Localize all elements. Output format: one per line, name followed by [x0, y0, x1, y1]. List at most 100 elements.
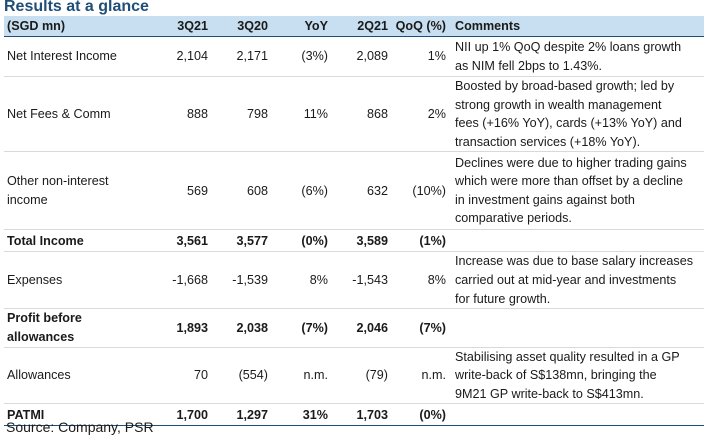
comment-line: Declines were due to higher trading gain… [455, 155, 687, 170]
value-2q21: 3,589 [356, 233, 388, 248]
page-title: Results at a glance [4, 0, 149, 15]
value-2q21: 1,703 [356, 407, 388, 422]
results-table: (SGD mn) 3Q21 3Q20 YoY 2Q21 QoQ (%) Comm… [4, 16, 704, 426]
row-label-line: Allowances [7, 368, 71, 383]
value-2q21: 2,089 [356, 49, 388, 64]
value-3q21: 2,104 [176, 49, 208, 64]
row-label: Profit before allowances [4, 309, 154, 347]
row-comment [452, 309, 704, 347]
value-3q21: 70 [193, 368, 208, 383]
header-3q21: 3Q21 [154, 16, 214, 37]
row-comment: Declines were due to higher trading gain… [452, 152, 704, 230]
value-yoy: (6%) [301, 183, 328, 198]
value-3q20: 2,171 [236, 49, 268, 64]
comment-line: Stabilising asset quality resulted in a … [455, 349, 680, 364]
value-3q20: 798 [246, 106, 268, 121]
value-yoy: 11% [303, 106, 328, 121]
value-3q21: 3,561 [176, 233, 208, 248]
row-comment: Stabilising asset quality resulted in a … [452, 347, 704, 404]
comment-line: carried out at mid-year and investments [455, 273, 677, 288]
value-qoq: 8% [427, 273, 446, 288]
value-yoy: n.m. [303, 368, 329, 383]
row-label-line: allowances [7, 329, 75, 344]
row-comment [452, 404, 704, 426]
row-label: Expenses [4, 252, 154, 309]
row-label: Other non-interest income [4, 152, 154, 230]
value-2q21: 868 [366, 106, 388, 121]
comment-line: which were more than offset by a decline [455, 174, 683, 189]
row-comment: NII up 1% QoQ despite 2% loans growth as … [452, 37, 704, 77]
value-3q20: 3,577 [236, 233, 268, 248]
value-qoq: 2% [427, 106, 446, 121]
header-qoq: QoQ (%) [394, 16, 452, 37]
header-2q21: 2Q21 [334, 16, 394, 37]
comment-line: as NIM fell 2bps to 1.43%. [455, 58, 602, 73]
row-label: PATMI [4, 404, 154, 426]
comment-line: Increase was due to base salary increase… [455, 254, 694, 269]
value-3q21: 569 [186, 183, 208, 198]
row-label: Net Fees & Comm [4, 77, 154, 152]
comment-line: comparative periods. [455, 211, 572, 226]
table-row: Net Interest Income 2,104 2,171 (3%) 2,089 1%… [4, 37, 704, 77]
value-2q21: -1,543 [352, 273, 388, 288]
table-header-row: (SGD mn) 3Q21 3Q20 YoY 2Q21 QoQ (%) Comm… [4, 16, 704, 37]
row-comment: Increase was due to base salary increase… [452, 252, 704, 309]
value-2q21: 2,046 [356, 320, 388, 335]
table-row: Net Fees & Comm 888 798 11% 868 2% Boosted by … [4, 77, 704, 152]
row-comment: Boosted by broad-based growth; led by str… [452, 77, 704, 152]
table-row: Allowances 70 (554) n.m. (79) n.m. Stabilising… [4, 347, 704, 404]
value-3q21: 1,700 [176, 407, 208, 422]
value-3q21: -1,668 [172, 273, 208, 288]
row-label-line: Other non-interest [7, 174, 109, 189]
comment-line: strong growth in wealth management [455, 97, 662, 112]
value-qoq: (10%) [412, 183, 446, 198]
row-label: Net Interest Income [4, 37, 154, 77]
value-2q21: 632 [366, 183, 388, 198]
row-label-line: Net Interest Income [7, 49, 117, 64]
table-row: Profit before allowances 1,893 2,038 (7%) 2,0… [4, 309, 704, 348]
source-note: Source: Company, PSR [6, 419, 154, 435]
table-row: PATMI 1,700 1,297 31% 1,703 (0%) [4, 404, 704, 426]
row-label-line: Expenses [7, 273, 63, 288]
value-qoq: (1%) [419, 233, 446, 248]
row-label-line: income [7, 192, 48, 207]
value-qoq: (7%) [419, 320, 446, 335]
value-3q21: 888 [186, 106, 208, 121]
row-label-line: Total Income [7, 233, 84, 248]
comment-line: Boosted by broad-based growth; led by [455, 79, 675, 93]
value-3q20: 608 [246, 183, 268, 198]
row-label-line: Net Fees & Comm [7, 106, 111, 121]
table-row: Expenses -1,668 -1,539 8% -1,543 8% Increase w… [4, 252, 704, 309]
comment-line: NII up 1% QoQ despite 2% loans growth [455, 39, 682, 54]
header-comments: Comments [452, 16, 704, 37]
table-row: Other non-interest income 569 608 (6%) 632 (10… [4, 152, 704, 230]
comment-line: fees (+16% YoY), cards (+13% YoY) and [455, 116, 682, 131]
comment-line: 9M21 GP write-back to S$413mn. [455, 386, 644, 401]
comment-line: in investment gains against both [455, 192, 635, 207]
header-metric: (SGD mn) [4, 16, 154, 37]
value-3q20: -1,539 [232, 273, 268, 288]
value-2q21: (79) [365, 368, 388, 383]
header-yoy: YoY [274, 16, 334, 37]
value-yoy: (3%) [301, 49, 328, 64]
value-qoq: n.m. [421, 368, 447, 383]
row-label-line: Profit before [7, 311, 82, 326]
value-qoq: 1% [427, 49, 446, 64]
row-label-line: PATMI [7, 407, 45, 422]
value-yoy: (7%) [301, 320, 328, 335]
row-label: Total Income [4, 230, 154, 252]
value-3q20: (554) [238, 368, 268, 383]
comment-line: write-back of S$138mn, bringing the [455, 368, 657, 383]
value-yoy: 31% [302, 407, 328, 422]
value-3q20: 1,297 [236, 407, 268, 422]
value-yoy: (0%) [301, 233, 328, 248]
value-3q21: 1,893 [176, 320, 208, 335]
value-yoy: 8% [309, 273, 328, 288]
value-3q20: 2,038 [236, 320, 268, 335]
comment-line: transaction services (+18% YoY). [455, 134, 641, 149]
table-row: Total Income 3,561 3,577 (0%) 3,589 (1%) [4, 230, 704, 252]
comment-line: for future growth. [455, 291, 551, 306]
header-3q20: 3Q20 [214, 16, 274, 37]
value-qoq: (0%) [419, 407, 446, 422]
row-label: Allowances [4, 347, 154, 404]
